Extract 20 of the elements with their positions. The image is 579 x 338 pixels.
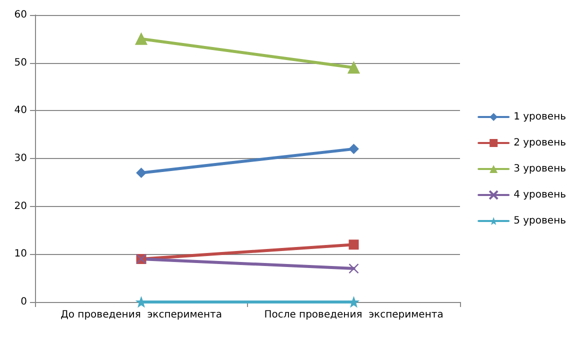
y-tick-label: 0 (20, 296, 27, 308)
point (348, 144, 359, 154)
point (136, 168, 146, 178)
y-tick-label: 30 (14, 153, 27, 164)
point (136, 297, 146, 307)
y-tick-label: 10 (14, 248, 27, 260)
x-tick-label: После проведения эксперимента (264, 310, 444, 320)
y-tick-label: 40 (14, 105, 27, 116)
legend-label: 2 уровень (514, 138, 566, 148)
y-tick-label: 60 (14, 10, 27, 20)
legend-label: 1 уровень (514, 112, 566, 122)
y-tick-label: 20 (14, 200, 27, 212)
point (348, 263, 359, 274)
x-tick-label: До проведения эксперимента (60, 310, 222, 320)
y-tick-label: 50 (14, 57, 27, 68)
point (348, 297, 359, 307)
legend-label: 5 уровень (514, 216, 566, 226)
legend-label: 4 уровень (514, 190, 566, 200)
point (348, 240, 359, 250)
legend-label: 3 уровень (514, 164, 566, 174)
